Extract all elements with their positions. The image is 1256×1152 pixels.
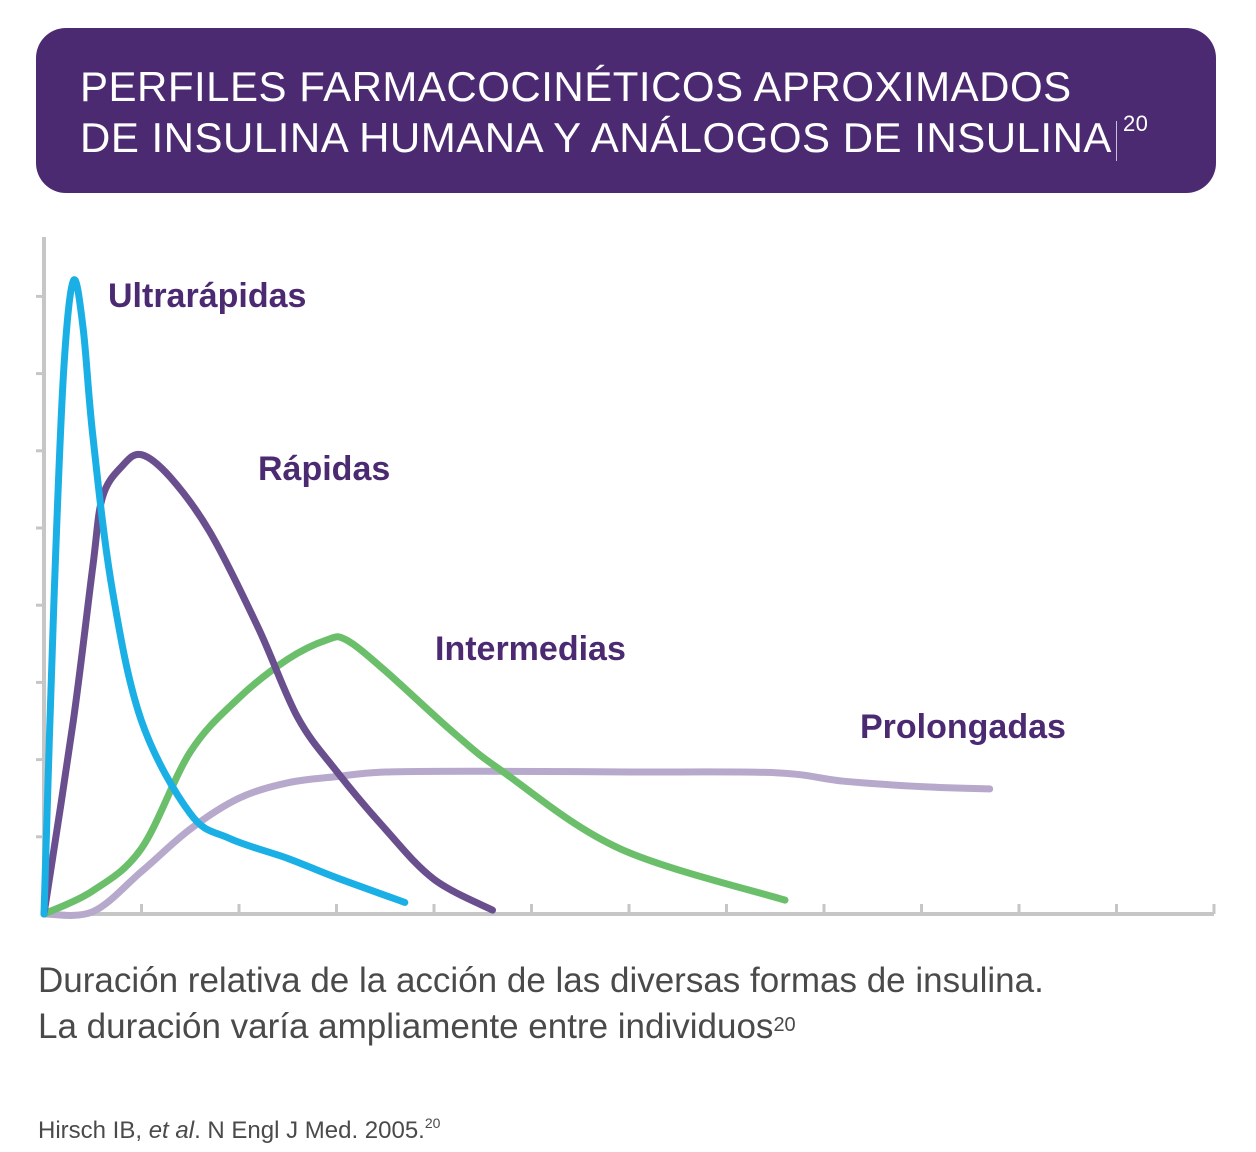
chart-caption: Duración relativa de la acción de las di… [38, 958, 1044, 1050]
series-prolongadas-line [40, 767, 994, 919]
series-rapidas-line [40, 450, 496, 918]
reference-citation: Hirsch IB, et al. N Engl J Med. 2005.20 [38, 1115, 441, 1145]
reference-prefix: Hirsch IB, [38, 1117, 149, 1144]
caption-line-2-text: La duración varía ampliamente entre indi… [38, 1007, 774, 1046]
title-line-2: DE INSULINA HUMANA Y ANÁLOGOS DE INSULIN… [80, 113, 1148, 161]
title-banner: PERFILES FARMACOCINÉTICOS APROXIMADOS DE… [36, 28, 1216, 193]
series-intermedias-line [40, 633, 789, 918]
label-prolongadas: Prolongadas [860, 708, 1066, 746]
title-superscript: 20 [1122, 111, 1149, 136]
caption-line-2: La duración varía ampliamente entre indi… [38, 1004, 1044, 1050]
caption-line-1: Duración relativa de la acción de las di… [38, 961, 1044, 1000]
reference-suffix: . N Engl J Med. 2005. [194, 1117, 425, 1144]
title-line-2-text: DE INSULINA HUMANA Y ANÁLOGOS DE INSULIN… [80, 114, 1112, 161]
chart-labels: Ultrarápidas Rápidas Intermedias Prolong… [108, 277, 1066, 746]
label-intermedias: Intermedias [435, 630, 626, 668]
chart-series [40, 276, 994, 919]
reference-italic: et al [148, 1117, 195, 1144]
title-line-1: PERFILES FARMACOCINÉTICOS APROXIMADOS [80, 63, 1072, 110]
label-rapidas: Rápidas [258, 450, 390, 488]
label-ultrarapidas: Ultrarápidas [108, 277, 306, 315]
series-ultrarapidas-line [40, 276, 409, 918]
reference-superscript: 20 [424, 1115, 441, 1131]
caption-superscript: 20 [773, 1014, 796, 1036]
text-cursor [1115, 120, 1117, 161]
